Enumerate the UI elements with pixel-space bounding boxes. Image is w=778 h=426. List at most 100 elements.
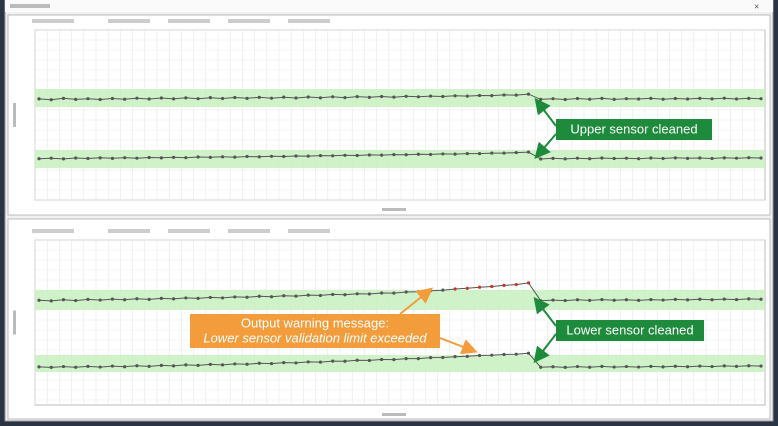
data-point xyxy=(637,298,641,302)
data-point xyxy=(600,297,604,302)
data-point xyxy=(110,96,115,101)
data-point xyxy=(539,299,543,303)
data-point xyxy=(698,364,702,368)
data-point xyxy=(110,297,115,301)
data-point xyxy=(380,153,384,157)
data-point xyxy=(380,94,384,99)
data-point xyxy=(110,156,115,160)
data-point xyxy=(367,358,372,363)
data-point xyxy=(147,297,151,301)
data-point xyxy=(673,156,677,160)
data-point xyxy=(477,93,482,98)
data-point xyxy=(685,365,690,369)
data-point xyxy=(563,298,567,303)
callout-text: Lower sensor validation limit exceeded xyxy=(203,330,427,345)
arrow xyxy=(533,333,557,364)
data-point xyxy=(710,364,714,369)
data-point xyxy=(637,97,641,101)
data-point xyxy=(575,364,580,369)
data-point xyxy=(380,291,384,295)
data-point xyxy=(698,297,702,301)
data-point xyxy=(392,95,396,99)
data-point xyxy=(172,155,176,159)
data-point xyxy=(441,355,445,360)
data-point xyxy=(465,286,469,290)
data-point xyxy=(343,293,347,297)
data-point xyxy=(257,361,261,365)
data-point xyxy=(331,359,335,363)
callout-text: Output warning message: xyxy=(241,315,389,330)
data-point xyxy=(575,96,580,101)
data-point xyxy=(196,363,200,367)
data-point xyxy=(453,287,457,291)
data-point xyxy=(355,153,359,158)
data-point xyxy=(551,97,555,101)
data-point xyxy=(98,97,102,102)
data-point xyxy=(318,293,323,298)
data-point xyxy=(551,298,555,302)
data-point xyxy=(759,156,763,160)
y-axis-label xyxy=(13,310,16,335)
data-point xyxy=(490,94,494,98)
legend xyxy=(32,19,330,233)
data-point xyxy=(759,97,763,101)
y-axis-label xyxy=(13,103,16,127)
data-point xyxy=(294,294,298,298)
data-point xyxy=(722,156,726,160)
x-axis-label xyxy=(382,413,406,416)
data-point xyxy=(184,156,188,160)
arrow xyxy=(534,97,557,127)
data-point xyxy=(612,365,616,369)
data-point xyxy=(98,298,102,302)
data-point xyxy=(220,363,225,367)
data-point xyxy=(98,156,102,160)
data-point xyxy=(257,294,261,298)
data-point xyxy=(147,155,151,160)
arrow xyxy=(399,287,434,315)
data-point xyxy=(392,153,396,157)
data-point xyxy=(600,364,604,368)
data-point xyxy=(123,156,127,160)
close-button[interactable]: × xyxy=(754,1,759,11)
data-point xyxy=(526,92,531,96)
legend-item xyxy=(108,19,150,23)
data-point xyxy=(477,151,482,156)
data-point xyxy=(367,95,372,99)
data-point xyxy=(392,358,396,362)
data-point xyxy=(355,292,359,296)
data-point xyxy=(759,297,763,301)
data-point xyxy=(575,156,580,160)
x-axis-label xyxy=(382,208,406,211)
data-point xyxy=(404,153,408,157)
data-point xyxy=(74,298,78,303)
data-point xyxy=(269,295,274,299)
data-point xyxy=(685,156,690,160)
data-point xyxy=(416,290,420,294)
data-point xyxy=(74,156,78,160)
data-point xyxy=(37,365,41,369)
data-point xyxy=(257,155,261,159)
data-point xyxy=(306,293,310,297)
data-point xyxy=(49,98,53,102)
data-point xyxy=(355,95,359,99)
data-point xyxy=(649,364,653,368)
sensor-line xyxy=(38,151,762,160)
data-point xyxy=(220,155,225,159)
data-point xyxy=(123,298,127,302)
data-point xyxy=(196,97,200,101)
data-point xyxy=(37,97,41,101)
data-point xyxy=(343,153,347,157)
data-point xyxy=(49,156,53,160)
data-point xyxy=(600,156,604,160)
callout-box xyxy=(556,320,704,341)
data-point xyxy=(490,353,494,357)
validation-band xyxy=(35,289,765,310)
data-point xyxy=(269,361,274,366)
data-point xyxy=(86,297,90,301)
data-point xyxy=(710,97,714,101)
legend-item xyxy=(32,229,74,233)
data-point xyxy=(637,365,641,369)
data-point xyxy=(61,157,66,161)
data-point xyxy=(318,96,323,100)
